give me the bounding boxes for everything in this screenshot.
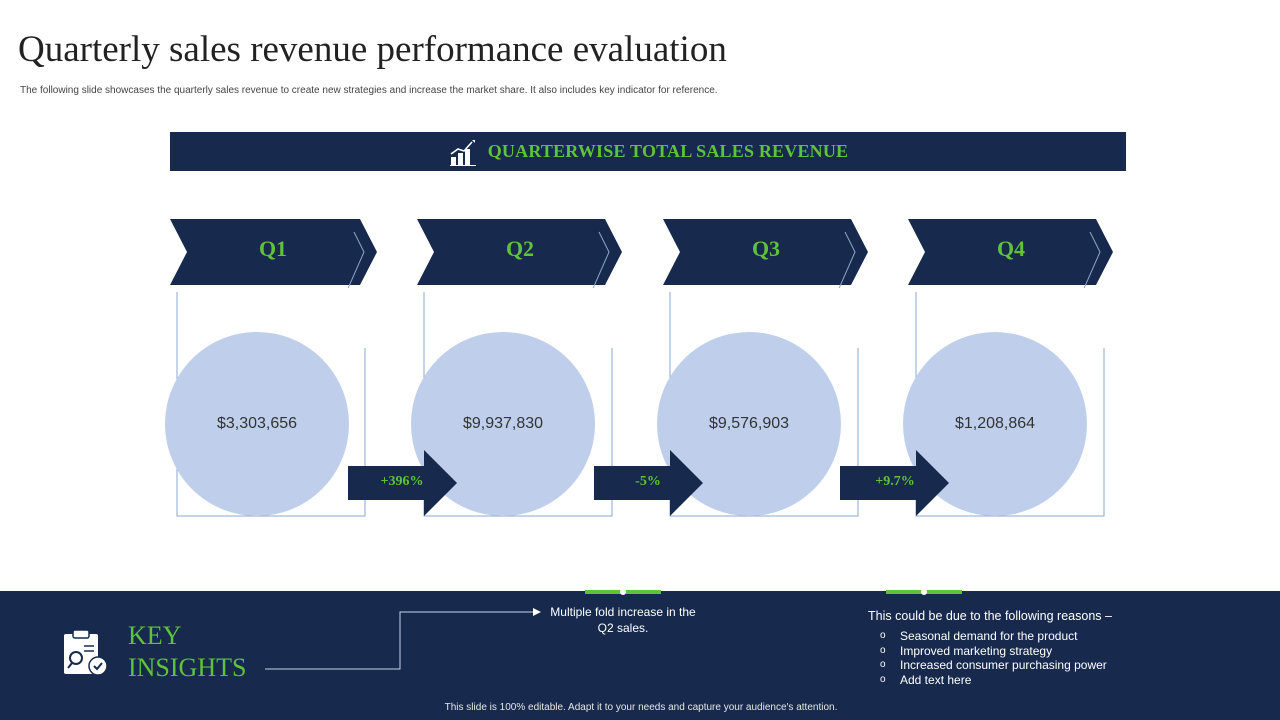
revenue-circle-q1: $3,303,656 [165,332,349,516]
growth-chart-icon [449,139,476,166]
banner-title: QUARTERWISE TOTAL SALES REVENUE [487,141,849,161]
revenue-value: $9,937,830 [462,415,544,432]
reason-item: Seasonal demand for the product [880,629,1140,644]
quarter-card-q1: Q1 [168,218,378,518]
page-subtitle: The following slide showcases the quarte… [20,85,718,96]
clipboard-check-icon [64,629,108,676]
quarter-chevron [170,219,377,288]
quarter-label: Q1 [258,236,288,261]
reason-item: Improved marketing strategy [880,644,1140,659]
reasons-heading: This could be due to the following reaso… [868,609,1112,623]
quarter-card-q2: Q2 [415,218,625,518]
accent-dot [620,589,626,595]
footer-note: This slide is 100% editable. Adapt it to… [444,702,838,713]
reason-item: Add text here [880,673,1140,688]
quarter-chevron [417,219,622,288]
change-label: -5% [635,474,661,489]
quarter-chevron [908,219,1113,288]
change-arrow-q3-q4 [840,450,949,516]
change-label: +396% [380,474,424,489]
reasons-list: Seasonal demand for the product Improved… [880,629,1140,687]
reason-item: Increased consumer purchasing power [880,658,1140,673]
change-arrow-q1-q2 [348,450,457,516]
quarter-label: Q3 [751,236,781,261]
quarter-card-q3: Q3 [661,218,871,518]
insight-connector [265,608,541,670]
page-title: Quarterly sales revenue performance eval… [18,29,727,70]
reasons-block: This could be due to the following reaso… [840,609,1140,687]
revenue-value: $9,576,903 [708,415,790,432]
quarter-chevron [663,219,868,288]
revenue-value: $1,208,864 [954,415,1036,432]
quarter-card-q4: Q4 [906,218,1116,518]
insight-text: Multiple fold increase in the Q2 sales. [550,605,696,635]
quarter-label: Q4 [996,236,1026,261]
revenue-value: $3,303,656 [216,415,298,432]
change-arrow-q2-q3 [594,450,703,516]
accent-dot [921,589,927,595]
change-label: +9.7% [875,474,915,489]
key-insights-title: KEY INSIGHTS [128,621,247,682]
quarter-label: Q2 [505,236,535,261]
section-banner: QUARTERWISE TOTAL SALES REVENUE [170,132,1126,171]
